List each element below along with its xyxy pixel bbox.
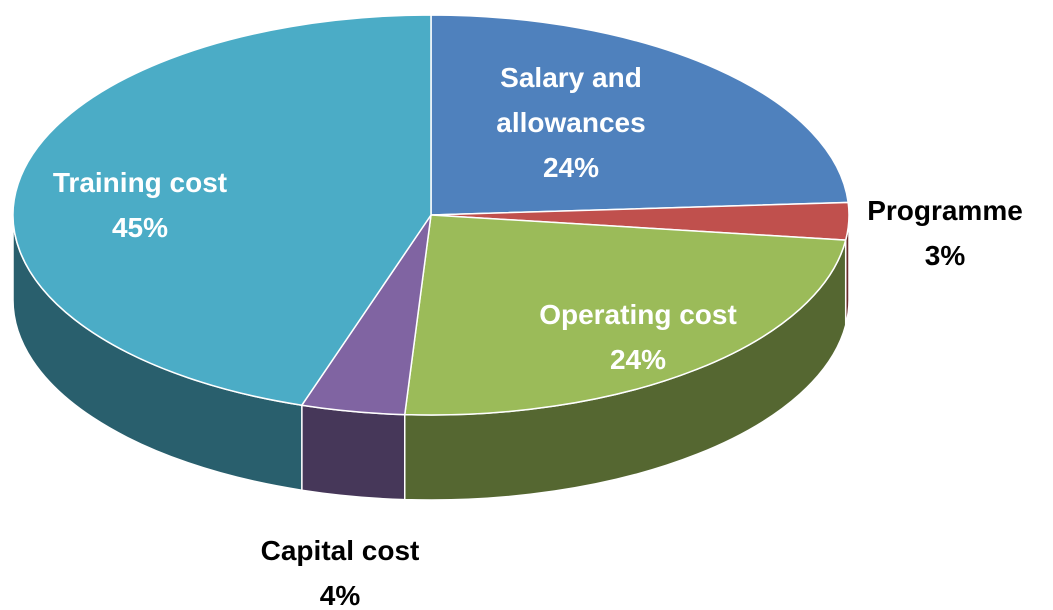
slice-label: Operating cost 24%: [488, 292, 788, 382]
slice-label: Capital cost 4%: [210, 528, 470, 610]
category-label: Operating cost: [539, 299, 737, 330]
category-label: Capital cost: [260, 535, 420, 566]
pie-slice: [12, 14, 432, 407]
category-label: Salary and allowances: [496, 62, 646, 138]
category-label: Programme: [867, 195, 1023, 226]
value-label: 3%: [924, 240, 966, 271]
category-label: Training cost: [52, 167, 228, 198]
slice-label: Salary and allowances 24%: [466, 55, 676, 190]
value-label: 24%: [609, 344, 667, 375]
value-label: 45%: [111, 212, 169, 243]
pie-side: [301, 404, 406, 501]
value-label: 4%: [319, 580, 361, 610]
pie-slice: [430, 14, 850, 216]
slice-label: Programme 3%: [845, 188, 1045, 278]
pie-slice: [403, 214, 847, 416]
slice-label: Training cost 45%: [10, 160, 270, 250]
value-label: 24%: [542, 152, 600, 183]
